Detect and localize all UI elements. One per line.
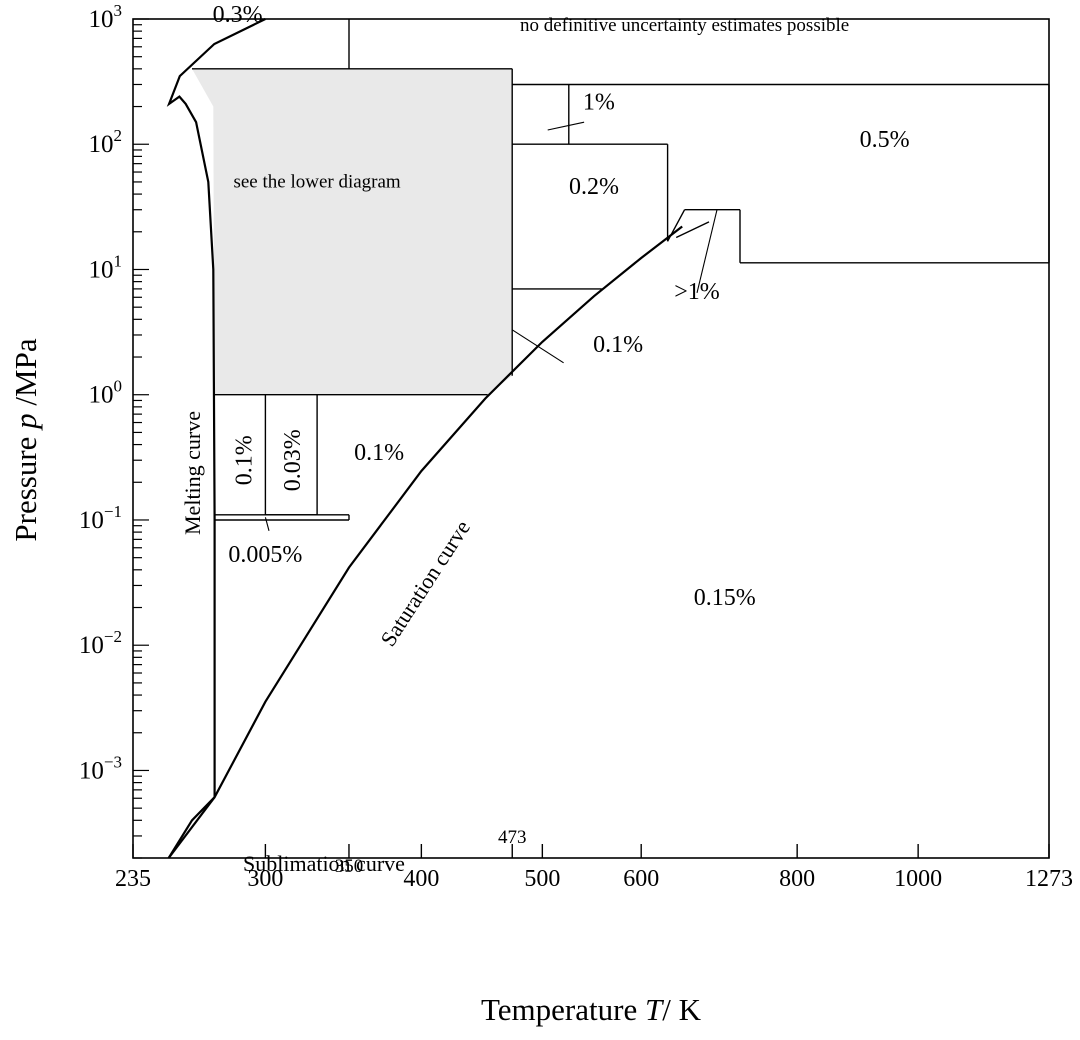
- y-tick-label: 100: [89, 377, 123, 409]
- sublimation-curve-label: Sublimation curve: [243, 851, 405, 876]
- x-tick-label: 1273: [1025, 866, 1073, 892]
- region-label-0: 0.3%: [213, 2, 263, 28]
- x-tick-label: 1000: [894, 866, 942, 892]
- y-tick-label: 101: [89, 251, 123, 283]
- y-tick-label: 102: [89, 126, 123, 158]
- y-tick-label: 10−1: [79, 502, 122, 534]
- melting-curve: [166, 18, 266, 798]
- region-label-6: >1%: [674, 279, 720, 305]
- x-tick-label: 473: [498, 827, 527, 848]
- axis-ticks: [132, 18, 1050, 859]
- leader-line-3: [696, 209, 718, 294]
- region-label-3: 0.5%: [860, 127, 910, 153]
- x-axis-label: Temperature T/ K: [481, 992, 702, 1027]
- leader-line-0: [547, 121, 585, 131]
- sublimation-curve: [167, 796, 216, 859]
- saturation-curve-label: Saturation curve: [375, 516, 475, 651]
- region-label-5: 0.2%: [569, 174, 619, 200]
- region-label-9: 0.1%: [231, 435, 257, 485]
- leader-line-2: [264, 517, 270, 531]
- plot-frame: [132, 18, 1050, 859]
- x-tick-label: 350: [335, 856, 364, 877]
- region-label-12: 0.15%: [694, 585, 756, 611]
- region-label-4: see the lower diagram: [233, 172, 400, 193]
- region-labels: 0.3% no definitive uncertainty estimates …: [213, 2, 910, 611]
- x-tick-label: 600: [623, 866, 659, 892]
- boundary-line-20: [675, 221, 710, 239]
- region-boundaries: [192, 19, 1050, 531]
- x-tick-label: 400: [403, 866, 439, 892]
- region-label-7: 0.1%: [593, 332, 643, 358]
- region-label-10: 0.03%: [280, 429, 306, 491]
- y-axis-label: Pressure p /MPa: [8, 338, 43, 541]
- shaded-region: [192, 68, 513, 395]
- region-label-8: 0.1%: [354, 440, 404, 466]
- y-tick-label: 103: [89, 1, 123, 33]
- region-label-11: 0.005%: [228, 542, 302, 568]
- y-tick-label: 10−3: [79, 752, 122, 784]
- region-label-2: 1%: [583, 89, 615, 115]
- region-label-1: no definitive uncertainty estimates poss…: [520, 15, 849, 36]
- x-tick-label: 235: [115, 866, 151, 892]
- saturation-curve: [167, 225, 683, 859]
- x-tick-label: 300: [247, 866, 283, 892]
- y-tick-label: 10−2: [79, 627, 122, 659]
- x-tick-label: 800: [779, 866, 815, 892]
- melting-curve-label: Melting curve: [180, 411, 205, 535]
- tick-labels: 235 300 350 400 473 500 600 800 1000 1273 10−3 10−2…: [79, 1, 1073, 892]
- x-tick-label: 500: [524, 866, 560, 892]
